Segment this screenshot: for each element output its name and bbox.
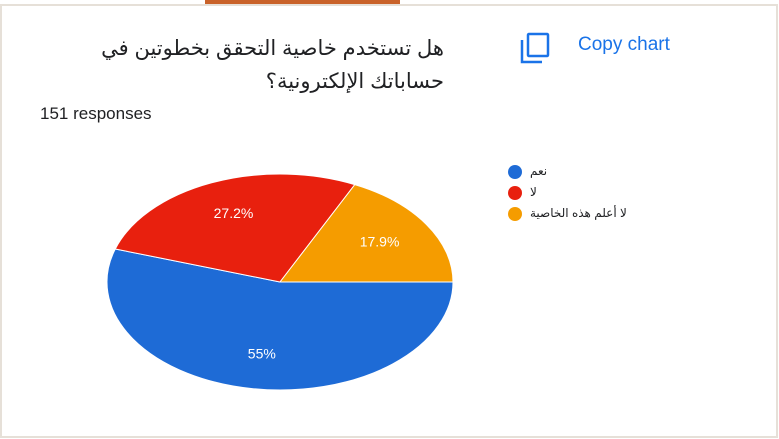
slice-label: 27.2% (214, 205, 254, 221)
copy-chart-button[interactable]: Copy chart (578, 34, 670, 55)
top-accent (205, 0, 400, 4)
legend-label: لا (530, 185, 537, 199)
pie-slice (106, 248, 454, 391)
chart-title: هل تستخدم خاصية التحقق بخطوتين في حسابات… (101, 37, 444, 93)
response-count: 151 responses (40, 104, 152, 123)
pie-slice (114, 173, 356, 283)
copy-icon[interactable] (520, 32, 550, 64)
legend-label: نعم (530, 164, 547, 178)
legend-swatch (508, 165, 522, 179)
pie-slice (278, 184, 454, 283)
legend-swatch (508, 186, 522, 200)
legend-label: لا أعلم هذه الخاصية (530, 205, 627, 220)
slice-label: 55% (248, 345, 276, 361)
slice-label: 17.9% (360, 234, 400, 250)
legend-swatch (508, 207, 522, 221)
